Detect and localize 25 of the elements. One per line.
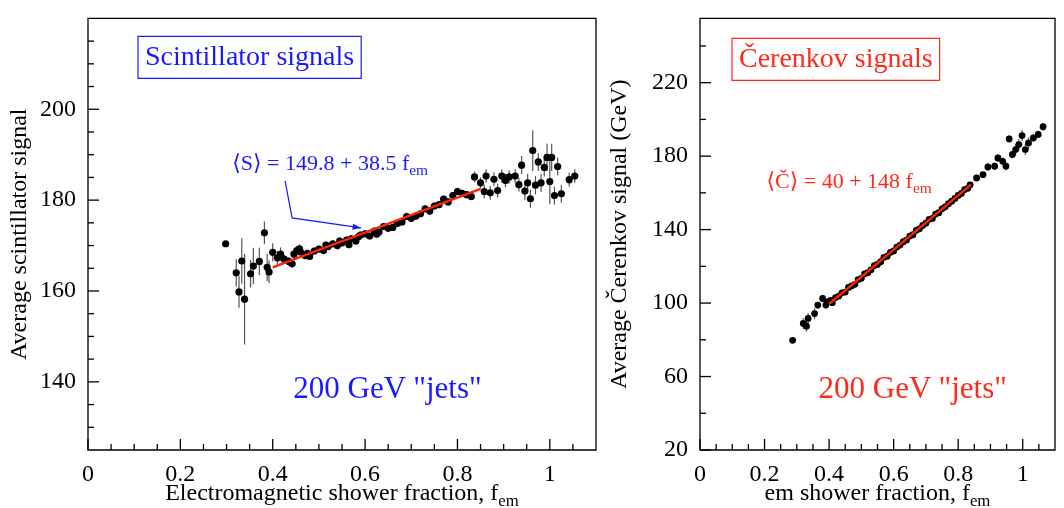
text: Scintillator signals bbox=[145, 39, 355, 71]
x-tick-label: 1 bbox=[1016, 459, 1029, 486]
x-tick-label: 0.4 bbox=[814, 459, 845, 486]
y-tick-label: 100 bbox=[652, 288, 688, 315]
annotation: 200 GeV "jets" bbox=[818, 369, 1007, 405]
x-tick-label: 0.6 bbox=[350, 459, 381, 486]
y-tick-label: 160 bbox=[40, 276, 76, 303]
y-axis-title: Average Čerenkov signal (GeV) bbox=[605, 79, 632, 389]
x-tick-label: 0.2 bbox=[749, 459, 780, 486]
y-tick-label: 60 bbox=[664, 361, 688, 388]
y-tick-label: 140 bbox=[652, 214, 688, 241]
y-tick-label: 20 bbox=[664, 435, 688, 462]
x-tick-label: 0.8 bbox=[442, 459, 473, 486]
y-tick-label: 200 bbox=[40, 94, 76, 121]
y-tick-label: 180 bbox=[40, 185, 76, 212]
text: Čerenkov signals bbox=[739, 41, 933, 73]
x-tick-label: 0 bbox=[694, 459, 706, 486]
y-axis-title: Average scintillator signal bbox=[5, 108, 32, 360]
x-tick-label: 1 bbox=[543, 459, 556, 486]
y-tick-label: 140 bbox=[40, 367, 76, 394]
y-tick-label: 220 bbox=[652, 67, 688, 94]
annotation: 200 GeV "jets" bbox=[293, 369, 482, 405]
y-tick-label: 180 bbox=[652, 141, 688, 168]
x-tick-label: 0.4 bbox=[257, 459, 288, 486]
x-tick-label: 0 bbox=[82, 459, 94, 486]
